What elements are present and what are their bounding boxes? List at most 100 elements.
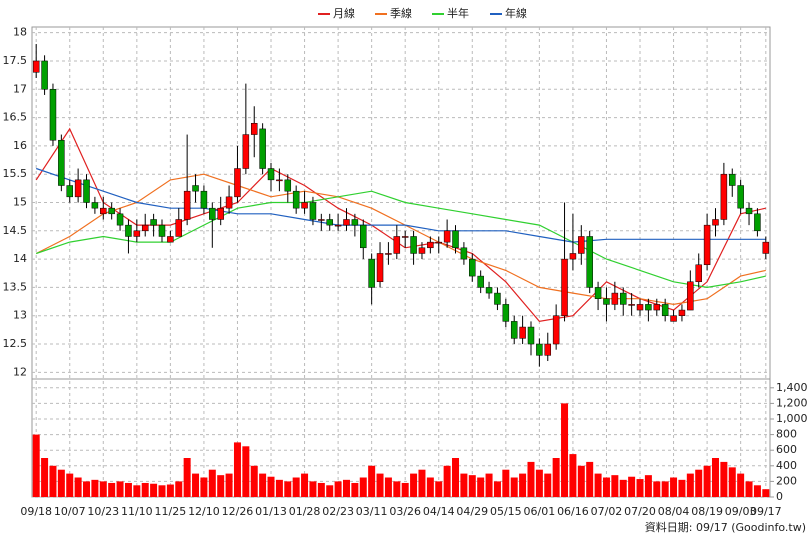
x-tick-label: 11/10	[121, 505, 153, 518]
x-tick-label: 04/29	[456, 505, 488, 518]
volume-bar	[443, 465, 451, 497]
x-tick-label: 07/20	[624, 505, 656, 518]
y2-tick-label: 1,200	[776, 396, 808, 409]
candle-body	[175, 219, 183, 237]
volume-bar	[359, 477, 367, 497]
volume-bar	[133, 485, 141, 497]
x-tick-label: 10/23	[87, 505, 119, 518]
volume-bar	[762, 489, 770, 497]
candle-body	[133, 230, 141, 237]
candle-body	[91, 202, 99, 209]
volume-bar	[670, 477, 678, 497]
x-tick-label: 11/25	[155, 505, 187, 518]
volume-bar	[166, 484, 174, 497]
candle-body	[334, 224, 342, 227]
volume-bar	[485, 473, 493, 497]
candle-body	[83, 179, 90, 203]
volume-bar	[418, 469, 426, 497]
candle-body	[217, 207, 224, 220]
x-tick-label: 02/23	[322, 505, 354, 518]
volume-bar	[376, 473, 384, 497]
volume-bar	[561, 403, 569, 497]
x-tick-label: 12/10	[188, 505, 220, 518]
y2-tick-label: 1,400	[776, 381, 808, 394]
candle-body	[351, 219, 359, 226]
x-tick-label: 09/17	[750, 505, 782, 518]
volume-bar	[175, 481, 183, 497]
volume-bar	[728, 467, 736, 497]
volume-bar	[686, 473, 694, 497]
volume-bar	[619, 479, 627, 497]
moving-average-line	[36, 167, 766, 243]
volume-bar	[527, 461, 535, 497]
volume-bar	[259, 473, 267, 497]
candle-body	[561, 258, 568, 316]
y2-tick-label: 400	[776, 459, 797, 472]
volume-bar	[594, 473, 602, 497]
candle-body	[326, 219, 333, 226]
candle-body	[225, 196, 233, 209]
volume-bar	[275, 479, 283, 497]
candle-body	[200, 190, 208, 209]
x-tick-label: 08/04	[658, 505, 690, 518]
y-tick-label: 15	[13, 196, 27, 209]
y-tick-label: 16	[13, 139, 27, 152]
candle-body	[141, 224, 149, 232]
volume-bar	[569, 454, 577, 497]
volume-bar	[158, 485, 166, 497]
y2-tick-label: 1,000	[776, 412, 808, 425]
x-tick-label: 09/03	[725, 505, 757, 518]
x-tick-label: 10/07	[54, 505, 86, 518]
candle-body	[611, 292, 619, 305]
candle-body	[653, 304, 661, 311]
volume-bar	[745, 481, 753, 497]
volume-bar	[108, 482, 116, 497]
volume-bar	[317, 482, 325, 497]
candle-body	[745, 207, 753, 215]
volume-bar	[644, 475, 652, 497]
candle-body	[74, 179, 82, 198]
volume-bar	[141, 482, 149, 497]
volume-bar	[711, 458, 719, 497]
candle-body	[309, 202, 317, 220]
x-tick-label: 06/01	[524, 505, 556, 518]
candle-body	[125, 224, 132, 237]
y-tick-label: 12.5	[3, 337, 28, 350]
volume-bar	[737, 473, 745, 497]
candle-body	[108, 207, 115, 215]
y-tick-label: 18	[13, 26, 27, 39]
volume-bar	[32, 434, 40, 497]
volume-bar	[678, 479, 686, 497]
volume-bar	[653, 481, 661, 497]
y2-tick-label: 800	[776, 428, 797, 441]
volume-bar	[460, 473, 468, 497]
volume-bar	[577, 465, 585, 497]
candle-body	[527, 326, 535, 345]
candle-body	[712, 219, 719, 226]
volume-bar	[91, 479, 99, 497]
candle-body	[695, 264, 702, 283]
volume-bar	[326, 485, 334, 497]
volume-bar	[124, 482, 132, 497]
volume-bar	[636, 479, 644, 497]
y2-tick-label: 0	[776, 490, 783, 503]
candle-body	[49, 89, 57, 141]
candle-body	[183, 190, 191, 220]
y-tick-label: 14.5	[3, 224, 28, 237]
volume-bar	[242, 446, 250, 497]
candle-body	[66, 185, 73, 198]
candle-body	[209, 207, 216, 220]
volume-bar	[208, 469, 216, 497]
candle-body	[485, 287, 493, 294]
candle-body	[267, 168, 275, 181]
candle-body	[661, 304, 669, 316]
volume-bar	[342, 479, 350, 497]
volume-bar	[83, 481, 91, 497]
volume-bar	[628, 476, 636, 497]
candle-body	[519, 326, 526, 339]
candle-body	[469, 258, 476, 277]
candle-body	[58, 139, 65, 186]
volume-bar	[217, 475, 225, 497]
footer: 資料日期: 09/17 (Goodinfo.tw)	[645, 520, 806, 534]
